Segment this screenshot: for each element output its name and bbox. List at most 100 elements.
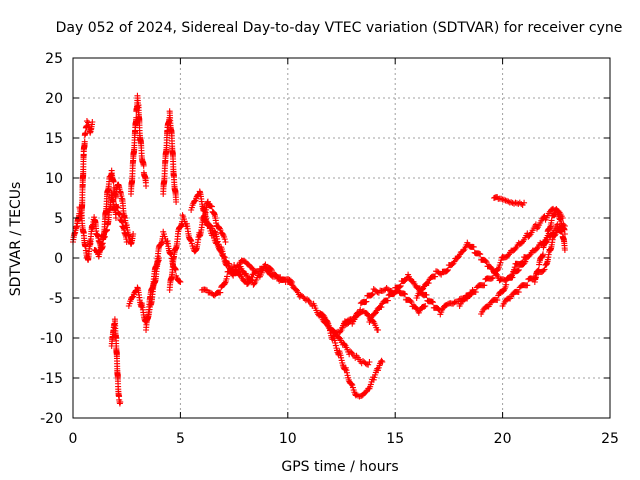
data-point (229, 267, 236, 274)
x-tick-labels: 0 5 10 15 20 25 (69, 431, 619, 447)
data-point (498, 195, 505, 202)
data-point (396, 283, 403, 290)
data-point (476, 250, 483, 257)
data-point (419, 286, 426, 293)
data-point (444, 267, 451, 274)
data-point (348, 381, 355, 388)
data-point (222, 239, 229, 245)
data-point (501, 287, 508, 294)
data-point (117, 399, 124, 405)
data-point (375, 327, 382, 333)
x-tick-label: 5 (176, 431, 185, 447)
data-point (514, 267, 521, 274)
data-point (332, 342, 339, 349)
grid-lines (73, 58, 610, 418)
x-tick-label: 15 (386, 431, 404, 447)
data-point (217, 227, 224, 234)
data-point (520, 258, 527, 265)
series-t24 (491, 194, 528, 208)
data-point (332, 339, 339, 346)
data-point (518, 259, 525, 266)
data-point (273, 272, 280, 279)
y-tick-label: 15 (45, 131, 63, 147)
data-point (214, 235, 221, 242)
data-point (384, 297, 391, 304)
data-point (451, 299, 458, 306)
data-point (429, 298, 436, 305)
series-t23 (531, 206, 568, 285)
series-t5 (112, 181, 137, 247)
data-point (365, 361, 372, 368)
data-point (413, 304, 420, 311)
data-point (89, 119, 96, 125)
data-point (429, 299, 436, 306)
x-tick-label: 0 (69, 431, 78, 447)
y-tick-label: -15 (40, 371, 63, 387)
chart-title: Day 052 of 2024, Sidereal Day-to-day VTE… (56, 20, 623, 36)
data-point (402, 291, 409, 298)
y-tick-labels: -20 -15 -10 -5 0 5 10 15 20 25 (40, 51, 63, 427)
data-point (422, 303, 429, 309)
data-point (551, 211, 558, 218)
data-point (191, 198, 198, 205)
data-point (561, 231, 568, 237)
data-point (217, 289, 224, 296)
data-point (561, 247, 568, 253)
data-point (470, 243, 477, 250)
data-point (472, 289, 479, 296)
series-t6 (127, 92, 150, 197)
data-point (535, 266, 542, 273)
data-point (455, 254, 462, 261)
data-point (366, 359, 373, 365)
data-point (551, 232, 558, 239)
data-point (518, 239, 525, 246)
x-axis-label: GPS time / hours (281, 459, 398, 475)
data-point (140, 162, 147, 169)
x-tick-label: 25 (601, 431, 619, 447)
data-point (494, 297, 501, 304)
series-t4 (108, 316, 124, 407)
data-point (221, 280, 228, 287)
data-point (477, 251, 484, 258)
data-point (489, 274, 496, 281)
data-point (521, 199, 528, 206)
data-point (130, 231, 137, 237)
series-t21 (478, 221, 568, 317)
data-point (511, 264, 518, 271)
data-point (501, 196, 508, 203)
data-point (513, 200, 520, 207)
data-point (444, 266, 451, 273)
data-point (219, 250, 226, 257)
data-point (482, 257, 489, 264)
data-point (267, 265, 274, 272)
series-t9 (160, 108, 180, 205)
series-t10 (166, 198, 229, 293)
series-t15 (317, 310, 386, 400)
plot-frame (72, 57, 611, 419)
data-point (483, 259, 490, 266)
data-point (112, 215, 119, 221)
data-point (81, 138, 88, 145)
data-point (501, 276, 508, 283)
data-point (378, 357, 385, 364)
data-point (214, 238, 221, 245)
data-point (249, 271, 256, 278)
data-point (347, 348, 354, 355)
data-point (363, 298, 370, 305)
data-point (110, 178, 117, 185)
data-point (208, 203, 215, 210)
series-t2 (78, 118, 96, 221)
data-point (371, 310, 378, 317)
data-point (143, 183, 150, 189)
data-point (219, 230, 226, 237)
data-point (435, 305, 442, 312)
data-point (368, 291, 375, 298)
y-tick-label: 20 (45, 91, 63, 107)
data-point (397, 282, 404, 289)
data-point (421, 303, 428, 310)
series-t12 (198, 214, 296, 288)
data-point (379, 359, 386, 365)
data-point (425, 280, 432, 287)
